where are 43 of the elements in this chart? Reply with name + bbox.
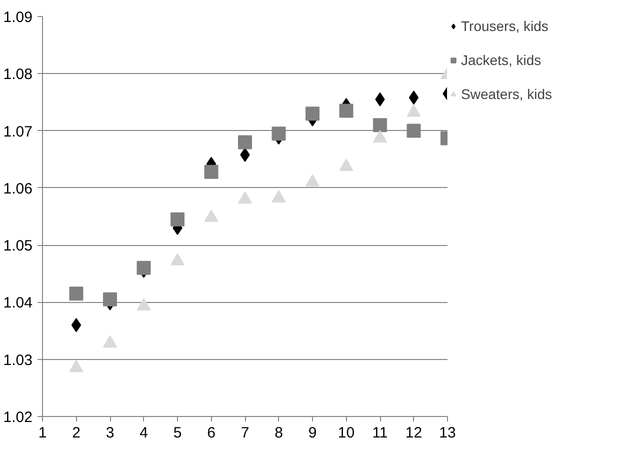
legend-label: Jackets, kids (461, 52, 542, 68)
x-tick-label: 12 (405, 424, 422, 442)
point (136, 298, 151, 310)
point (306, 106, 320, 121)
y-tick-label: 1.03 (3, 352, 33, 369)
point (204, 164, 218, 179)
point (373, 118, 387, 132)
legend-label: Sweaters, kids (461, 86, 554, 102)
x-tick-label: 9 (308, 424, 317, 442)
x-tick-label: 13 (439, 424, 456, 442)
y-tick-label: 1.05 (3, 238, 33, 255)
point (136, 260, 151, 275)
point (406, 124, 421, 138)
x-tick-label: 1 (38, 424, 47, 442)
legend-label: Trousers, kids (461, 18, 550, 34)
x-tick-label: 4 (140, 424, 148, 442)
x-tick-label: 5 (173, 424, 182, 442)
point (238, 191, 252, 204)
y-tick-label: 1.04 (3, 294, 33, 312)
x-tick-label: 8 (274, 424, 283, 442)
point (238, 135, 252, 150)
point (71, 318, 82, 332)
y-tick-label: 1.07 (3, 123, 33, 140)
point (69, 286, 84, 301)
x-tick-label: 3 (106, 424, 114, 442)
point (69, 360, 84, 372)
point (103, 335, 117, 348)
y-tick-label: 1.08 (3, 66, 33, 84)
point (339, 104, 354, 118)
y-tick-label: 1.02 (3, 409, 33, 426)
x-tick-label: 10 (338, 424, 355, 442)
x-tick-label: 11 (372, 424, 388, 442)
x-tick-label: 7 (240, 424, 250, 442)
y-tick-label: 1.09 (3, 9, 33, 26)
point (170, 212, 184, 226)
x-tick-label: 2 (72, 424, 80, 442)
point (103, 292, 117, 306)
point (408, 90, 419, 105)
x-tick-label: 6 (207, 424, 216, 442)
point (204, 210, 218, 222)
point (170, 253, 184, 266)
point (272, 126, 286, 141)
y-tick-label: 1.06 (3, 180, 33, 198)
